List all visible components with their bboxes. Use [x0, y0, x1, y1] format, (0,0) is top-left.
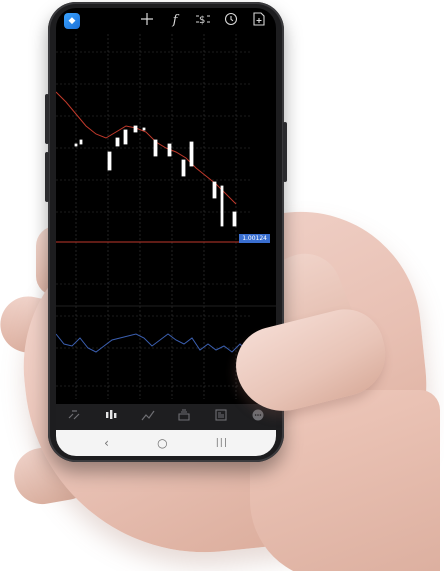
crosshair-icon[interactable]	[138, 12, 156, 30]
power-button	[283, 122, 287, 182]
price-chart[interactable]	[56, 34, 276, 404]
candle	[123, 129, 128, 145]
candle	[115, 137, 120, 147]
clock-icon[interactable]	[222, 12, 240, 30]
candle	[220, 185, 224, 227]
candle	[79, 139, 83, 145]
candle	[74, 143, 78, 147]
candle	[153, 139, 158, 157]
bottom-nav	[56, 404, 276, 430]
back-button[interactable]: ‹	[104, 436, 109, 450]
svg-text:$: $	[199, 15, 205, 26]
candles	[74, 125, 237, 227]
candle	[189, 141, 194, 167]
candle	[133, 125, 138, 133]
current-price-label: 1.00124	[239, 234, 270, 243]
messages-icon[interactable]	[249, 408, 267, 426]
news-icon[interactable]	[212, 408, 230, 426]
home-button[interactable]: ○	[157, 436, 168, 450]
candle	[142, 127, 146, 131]
candle	[181, 159, 186, 177]
chart-toolbar: ◆ f $	[56, 8, 276, 34]
quotes-icon[interactable]	[65, 408, 83, 426]
chart-grid	[56, 34, 252, 399]
candle	[107, 151, 112, 171]
chart-icon[interactable]	[102, 408, 120, 426]
moving-average-line	[56, 91, 237, 205]
system-nav-bar: ‹ ○ |||	[56, 430, 276, 456]
volume-button	[45, 94, 49, 144]
volume-button	[45, 152, 49, 202]
candle	[232, 211, 237, 227]
history-icon[interactable]	[175, 408, 193, 426]
currency-icon[interactable]: $	[194, 12, 212, 30]
trade-icon[interactable]	[139, 408, 157, 426]
metatrader-app-icon[interactable]: ◆	[64, 13, 80, 29]
function-icon[interactable]: f	[172, 13, 178, 28]
candle	[167, 143, 172, 157]
candle	[212, 181, 217, 199]
new-order-icon[interactable]	[250, 12, 268, 30]
recents-button[interactable]: |||	[215, 438, 228, 448]
indicator-line	[56, 333, 247, 353]
